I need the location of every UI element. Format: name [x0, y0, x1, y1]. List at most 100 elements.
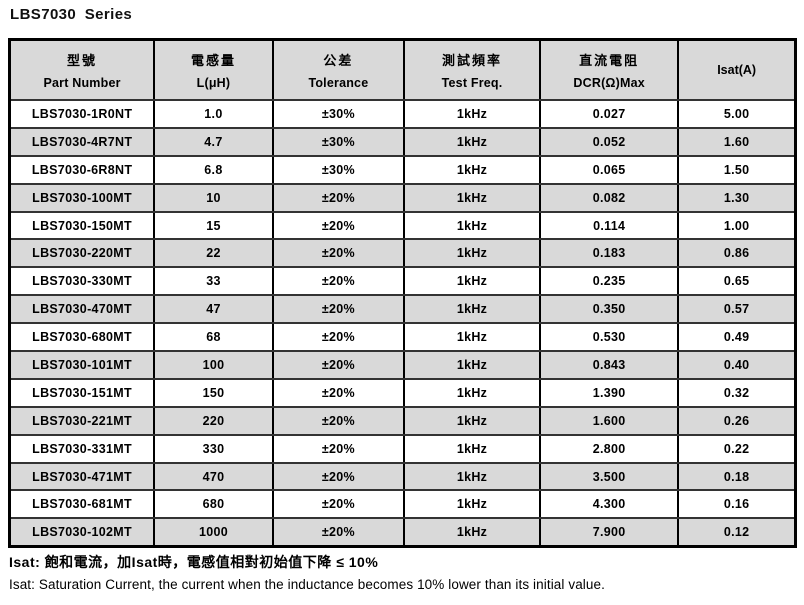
table-row: LBS7030-471MT 470 ±20% 1kHz 3.500 0.18	[8, 461, 797, 492]
cell-tolerance: ±20%	[271, 238, 406, 269]
col-header-isat: Isat(A)	[677, 38, 797, 101]
cell-isat: 0.65	[677, 266, 797, 297]
cell-part-number: LBS7030-101MT	[8, 350, 156, 380]
cell-isat: 0.16	[677, 489, 797, 520]
table-row: LBS7030-150MT 15 ±20% 1kHz 0.114 1.00	[8, 210, 797, 241]
col-header-inductance-en: L(μH)	[196, 76, 231, 91]
table-row: LBS7030-102MT 1000 ±20% 1kHz 7.900 0.12	[8, 517, 797, 548]
table-header: 型號 Part Number 電感量 L(μH) 公差 Tolerance	[8, 38, 797, 101]
cell-inductance: 1000	[153, 517, 274, 548]
cell-part-number: LBS7030-221MT	[8, 405, 156, 436]
cell-dcr: 0.052	[538, 126, 680, 157]
col-header-tolerance: 公差 Tolerance	[271, 38, 406, 101]
cell-part-number: LBS7030-102MT	[8, 517, 156, 548]
cell-inductance: 68	[153, 322, 274, 353]
cell-dcr: 3.500	[538, 461, 680, 492]
cell-tolerance: ±30%	[271, 99, 406, 129]
cell-test-freq: 1kHz	[403, 99, 541, 129]
cell-isat: 0.26	[677, 405, 797, 436]
cell-part-number: LBS7030-681MT	[8, 489, 156, 520]
table-row: LBS7030-681MT 680 ±20% 1kHz 4.300 0.16	[8, 489, 797, 520]
cell-part-number: LBS7030-6R8NT	[8, 154, 156, 185]
cell-dcr: 0.843	[538, 350, 680, 380]
table-row: LBS7030-6R8NT 6.8 ±30% 1kHz 0.065 1.50	[8, 154, 797, 185]
cell-isat: 1.60	[677, 126, 797, 157]
cell-inductance: 220	[153, 405, 274, 436]
cell-inductance: 15	[153, 210, 274, 241]
cell-part-number: LBS7030-150MT	[8, 210, 156, 241]
table-body: LBS7030-1R0NT 1.0 ±30% 1kHz 0.027 5.00 LBS7030…	[8, 99, 797, 548]
cell-isat: 1.30	[677, 182, 797, 213]
cell-isat: 1.50	[677, 154, 797, 185]
cell-inductance: 150	[153, 377, 274, 408]
cell-test-freq: 1kHz	[403, 489, 541, 520]
cell-test-freq: 1kHz	[403, 377, 541, 408]
col-header-dcr: 直流電阻 DCR(Ω)Max	[538, 38, 680, 101]
col-header-part-number: 型號 Part Number	[8, 38, 156, 101]
cell-part-number: LBS7030-220MT	[8, 238, 156, 269]
footnote-zh: Isat: 飽和電流，加Isat時，電感值相對初始值下降 ≤ 10%	[9, 554, 379, 570]
spec-table: 型號 Part Number 電感量 L(μH) 公差 Tolerance	[8, 38, 797, 549]
cell-isat: 0.18	[677, 461, 797, 492]
cell-isat: 0.22	[677, 433, 797, 464]
table-row: LBS7030-100MT 10 ±20% 1kHz 0.082 1.30	[8, 182, 797, 213]
cell-inductance: 47	[153, 294, 274, 325]
col-header-tolerance-zh: 公差	[323, 52, 354, 68]
cell-tolerance: ±20%	[271, 294, 406, 325]
page-title: LBS7030 Series	[10, 6, 133, 23]
cell-inductance: 680	[153, 489, 274, 520]
col-header-isat-label: Isat(A)	[717, 63, 757, 77]
table-row: LBS7030-221MT 220 ±20% 1kHz 1.600 0.26	[8, 405, 797, 436]
col-header-inductance: 電感量 L(μH)	[153, 38, 274, 101]
cell-dcr: 0.235	[538, 266, 680, 297]
cell-isat: 1.00	[677, 210, 797, 241]
table-row: LBS7030-151MT 150 ±20% 1kHz 1.390 0.32	[8, 377, 797, 408]
cell-test-freq: 1kHz	[403, 210, 541, 241]
cell-inductance: 1.0	[153, 99, 274, 129]
cell-dcr: 4.300	[538, 489, 680, 520]
cell-dcr: 0.350	[538, 294, 680, 325]
cell-isat: 0.57	[677, 294, 797, 325]
cell-isat: 0.32	[677, 377, 797, 408]
cell-part-number: LBS7030-471MT	[8, 461, 156, 492]
cell-test-freq: 1kHz	[403, 433, 541, 464]
cell-part-number: LBS7030-4R7NT	[8, 126, 156, 157]
cell-inductance: 33	[153, 266, 274, 297]
cell-part-number: LBS7030-151MT	[8, 377, 156, 408]
cell-test-freq: 1kHz	[403, 238, 541, 269]
cell-isat: 0.40	[677, 350, 797, 380]
cell-tolerance: ±30%	[271, 126, 406, 157]
cell-test-freq: 1kHz	[403, 517, 541, 548]
cell-dcr: 0.530	[538, 322, 680, 353]
table-row: LBS7030-331MT 330 ±20% 1kHz 2.800 0.22	[8, 433, 797, 464]
cell-dcr: 1.600	[538, 405, 680, 436]
cell-inductance: 330	[153, 433, 274, 464]
cell-dcr: 0.082	[538, 182, 680, 213]
cell-test-freq: 1kHz	[403, 350, 541, 380]
col-header-inductance-zh: 電感量	[190, 52, 236, 68]
col-header-tolerance-en: Tolerance	[308, 76, 369, 91]
col-header-dcr-en: DCR(Ω)Max	[573, 76, 645, 91]
cell-dcr: 2.800	[538, 433, 680, 464]
cell-test-freq: 1kHz	[403, 266, 541, 297]
cell-test-freq: 1kHz	[403, 126, 541, 157]
cell-dcr: 7.900	[538, 517, 680, 548]
table-row: LBS7030-4R7NT 4.7 ±30% 1kHz 0.052 1.60	[8, 126, 797, 157]
cell-tolerance: ±20%	[271, 461, 406, 492]
cell-dcr: 0.027	[538, 99, 680, 129]
header-row: 型號 Part Number 電感量 L(μH) 公差 Tolerance	[8, 38, 797, 101]
cell-tolerance: ±30%	[271, 154, 406, 185]
cell-tolerance: ±20%	[271, 517, 406, 548]
cell-inductance: 6.8	[153, 154, 274, 185]
cell-inductance: 470	[153, 461, 274, 492]
cell-isat: 0.86	[677, 238, 797, 269]
cell-tolerance: ±20%	[271, 210, 406, 241]
cell-tolerance: ±20%	[271, 377, 406, 408]
cell-test-freq: 1kHz	[403, 405, 541, 436]
cell-isat: 5.00	[677, 99, 797, 129]
cell-dcr: 0.114	[538, 210, 680, 241]
table-row: LBS7030-470MT 47 ±20% 1kHz 0.350 0.57	[8, 294, 797, 325]
cell-test-freq: 1kHz	[403, 294, 541, 325]
cell-test-freq: 1kHz	[403, 154, 541, 185]
